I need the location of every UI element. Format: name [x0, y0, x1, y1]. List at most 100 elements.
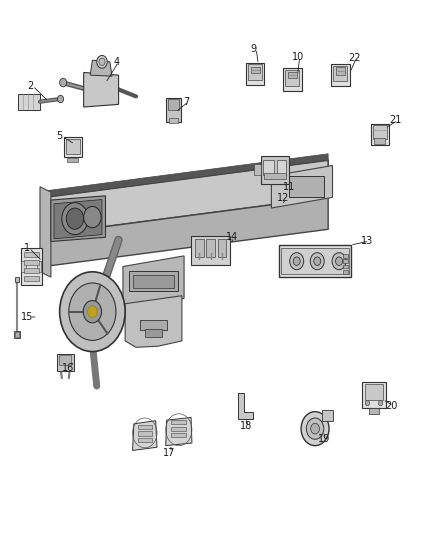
- Circle shape: [314, 257, 321, 265]
- Bar: [24, 253, 39, 257]
- Circle shape: [88, 306, 97, 318]
- Bar: [277, 160, 286, 174]
- Bar: [138, 438, 152, 442]
- Polygon shape: [84, 72, 119, 107]
- Circle shape: [60, 272, 125, 352]
- Polygon shape: [133, 421, 157, 450]
- Text: 18: 18: [240, 421, 253, 431]
- Polygon shape: [238, 393, 253, 418]
- Text: 21: 21: [390, 115, 402, 125]
- Bar: [283, 68, 301, 91]
- Bar: [331, 64, 350, 86]
- Polygon shape: [51, 196, 106, 241]
- Bar: [37, 261, 41, 272]
- Bar: [15, 332, 19, 337]
- Bar: [138, 425, 152, 429]
- Bar: [288, 72, 297, 78]
- Polygon shape: [123, 256, 184, 309]
- Bar: [322, 410, 333, 421]
- Bar: [286, 70, 299, 86]
- Bar: [218, 239, 226, 257]
- Bar: [343, 270, 348, 273]
- Bar: [66, 140, 80, 155]
- Bar: [206, 239, 215, 257]
- Bar: [59, 355, 71, 366]
- Bar: [64, 137, 82, 157]
- Bar: [57, 354, 74, 370]
- Circle shape: [57, 95, 64, 103]
- Bar: [171, 420, 186, 424]
- Text: 17: 17: [162, 448, 175, 457]
- Bar: [264, 173, 286, 179]
- Circle shape: [62, 203, 88, 235]
- Bar: [130, 271, 177, 292]
- Text: 19: 19: [318, 434, 330, 445]
- Text: 7: 7: [183, 96, 189, 107]
- Circle shape: [365, 400, 370, 406]
- Bar: [133, 274, 174, 288]
- Bar: [191, 236, 230, 265]
- Text: 5: 5: [57, 131, 63, 141]
- Text: 13: 13: [361, 236, 374, 246]
- Circle shape: [301, 411, 329, 446]
- Text: 12: 12: [277, 193, 290, 204]
- Bar: [24, 261, 39, 265]
- Bar: [14, 331, 20, 338]
- Text: 22: 22: [348, 53, 360, 62]
- Bar: [145, 329, 162, 337]
- Bar: [141, 320, 166, 330]
- Bar: [166, 98, 181, 122]
- Text: 4: 4: [113, 57, 120, 67]
- Circle shape: [336, 257, 343, 265]
- Bar: [336, 67, 345, 75]
- Bar: [263, 160, 274, 174]
- Circle shape: [290, 253, 304, 270]
- Polygon shape: [44, 197, 328, 266]
- Circle shape: [311, 423, 319, 434]
- Bar: [254, 165, 261, 175]
- Text: 1: 1: [24, 243, 30, 253]
- Bar: [368, 408, 379, 414]
- Bar: [24, 268, 39, 273]
- Circle shape: [69, 283, 116, 341]
- Bar: [169, 118, 177, 123]
- Bar: [248, 64, 262, 80]
- Bar: [21, 261, 25, 272]
- Text: 9: 9: [251, 44, 257, 53]
- Bar: [343, 260, 348, 263]
- Bar: [138, 431, 152, 435]
- Bar: [371, 124, 389, 146]
- Bar: [195, 239, 204, 257]
- Polygon shape: [166, 417, 192, 446]
- Text: 15: 15: [21, 312, 33, 322]
- Polygon shape: [18, 94, 40, 110]
- Bar: [365, 384, 383, 400]
- Text: 10: 10: [291, 52, 304, 61]
- Bar: [171, 433, 186, 437]
- Circle shape: [310, 253, 324, 270]
- Bar: [333, 66, 347, 82]
- Circle shape: [306, 418, 324, 439]
- Bar: [343, 265, 348, 268]
- Circle shape: [83, 301, 102, 323]
- Bar: [374, 139, 385, 144]
- Bar: [281, 248, 349, 274]
- Circle shape: [97, 55, 107, 68]
- Bar: [171, 426, 186, 431]
- Circle shape: [332, 253, 346, 270]
- Circle shape: [60, 78, 67, 87]
- Text: 14: 14: [226, 232, 238, 243]
- Circle shape: [66, 208, 84, 229]
- Bar: [373, 125, 387, 139]
- Bar: [279, 245, 351, 277]
- Bar: [15, 277, 19, 282]
- Text: 16: 16: [62, 362, 74, 373]
- Polygon shape: [54, 199, 102, 239]
- Bar: [261, 156, 289, 183]
- Text: 11: 11: [283, 182, 295, 192]
- Bar: [67, 158, 78, 162]
- Bar: [168, 99, 179, 110]
- Bar: [362, 382, 386, 408]
- Bar: [251, 67, 260, 73]
- Text: 20: 20: [385, 401, 398, 411]
